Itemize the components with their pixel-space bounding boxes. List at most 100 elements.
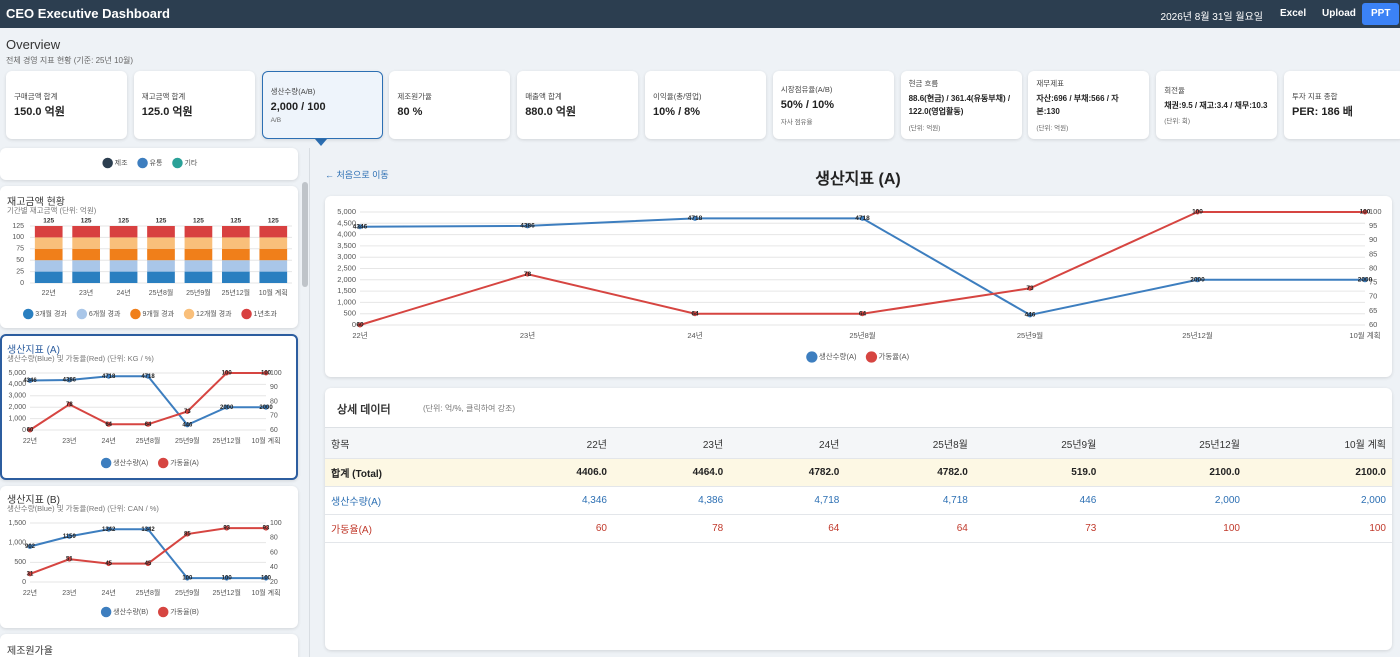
header-row: 항목 22년 23년 24년 25년8월 25년9월 25년12월 10월 계획 (325, 427, 1392, 459)
table-wrap: 항목 22년 23년 24년 25년8월 25년9월 25년12월 10월 계획 합계 (Tot… (325, 427, 1392, 543)
column-header: 23년 (613, 427, 730, 459)
side-card-title: 제조원가율 (7, 646, 53, 657)
column-header: 25년12월 (1102, 427, 1246, 459)
kpi-value: 2,000 / 100 (270, 100, 326, 113)
kpi-value: 50% / 10% (780, 99, 834, 112)
column-header: 항목 (325, 427, 497, 459)
table-cell: 60 (496, 514, 613, 543)
table-cell: 가동율(A) (325, 514, 497, 543)
kpi-label: 구매금액 합계 (14, 91, 58, 101)
column-header: 10월 계획 (1245, 427, 1392, 459)
table-row[interactable]: 합계 (Total) 4406.0 4464.0 4782.0 4782.0 519.0 2… (325, 458, 1392, 487)
chart-title: 생산지표 (A) (7, 345, 60, 356)
table-cell: 4,346 (496, 486, 613, 515)
kpi-value: 880.0 억원 (525, 105, 577, 118)
kpi-value: 150.0 억원 (14, 105, 65, 118)
table-row[interactable]: 가동율(A) 60 78 64 64 73 100 100 (325, 514, 1392, 543)
column-header: 24년 (729, 427, 846, 459)
kpi-card[interactable]: 투자 지표 종합 PER: 186 배 (1284, 71, 1400, 139)
scrollbar[interactable] (302, 182, 308, 287)
kpi-label: 투자 지표 종합 (1292, 91, 1338, 101)
kpi-card[interactable]: 현금 흐름 88.6(현금) / 361.4(유동부채) / 122.0(영업활동… (900, 71, 1022, 139)
chart-card (325, 196, 1392, 377)
table-cell: 4782.0 (729, 458, 846, 487)
app-title: CEO Executive Dashboard (6, 6, 170, 21)
chart-title: 재고금액 현황 (7, 197, 65, 208)
kpi-card[interactable]: 생산수량(A/B) 2,000 / 100 A/B (261, 71, 383, 139)
kpi-label: 회전율 (1164, 85, 1185, 95)
chart-subtitle: 생산수량(Blue) 및 가동율(Red) (단위: CAN / %) (7, 504, 159, 513)
kpi-card[interactable]: 재고금액 합계 125.0 억원 (133, 71, 255, 139)
detail-title: 상세 데이터 (337, 404, 391, 416)
kpi-note: 자사 점유율 (780, 118, 813, 126)
chart-subtitle: 기간별 재고금액 (단위: 억원) (7, 206, 97, 215)
table-row[interactable]: 생산수량(A) 4,346 4,386 4,718 4,718 446 2,000 2,000 (325, 486, 1392, 515)
header: CEO Executive Dashboard 2026년 8월 31일 월요일 E… (0, 0, 1400, 28)
kpi-label: 이익율(총/영업) (653, 91, 702, 101)
kpi-label: 현금 흐름 (908, 79, 939, 89)
selected-pointer (315, 139, 327, 146)
back-link[interactable]: ← 처음으로 이동 (325, 170, 389, 180)
table-cell: 합계 (Total) (325, 458, 497, 487)
detail-note: (단위: 억/%, 클릭하여 강조) (423, 404, 516, 413)
kpi-label: 재무제표 (1036, 79, 1064, 89)
chart-subtitle: 생산수량(Blue) 및 가동율(Red) (단위: KG / %) (7, 354, 154, 363)
table-cell: 4464.0 (613, 458, 730, 487)
kpi-value: 88.6(현금) / 361.4(유동부채) / 122.0(영업활동) (908, 94, 1011, 116)
kpi-label: 제조원가율 (397, 91, 432, 101)
detail-table: 항목 22년 23년 24년 25년8월 25년9월 25년12월 10월 계획 합계 (Tot… (325, 427, 1392, 543)
panel-divider (309, 148, 310, 657)
main-chart-title: 생산지표 (A) (815, 171, 901, 188)
kpi-card[interactable]: 시장점유율(A/B) 50% / 10% 자사 점유율 (772, 71, 894, 139)
kpi-card[interactable]: 구매금액 합계 150.0 억원 (6, 71, 127, 139)
table-cell: 64 (729, 514, 846, 543)
table-cell: 100 (1102, 514, 1246, 543)
kpi-value: 125.0 억원 (141, 105, 193, 118)
kpi-note: A/B (270, 117, 282, 125)
column-header: 25년9월 (973, 427, 1103, 459)
table-cell: 64 (845, 514, 974, 543)
table-cell: 4,718 (729, 486, 846, 515)
kpi-card[interactable]: 이익율(총/영업) 10% / 8% (645, 71, 766, 139)
kpi-label: 재고금액 합계 (141, 91, 186, 101)
kpi-card[interactable]: 매출액 합계 880.0 억원 (517, 71, 639, 139)
table-cell: 100 (1245, 514, 1392, 543)
kpi-value: 10% / 8% (653, 105, 701, 118)
kpi-value: 자산:696 / 부채:566 / 자본:130 (1036, 94, 1119, 116)
kpi-value: PER: 186 배 (1292, 105, 1353, 118)
header-button[interactable]: Excel (1280, 8, 1307, 19)
table-cell: 78 (613, 514, 730, 543)
date: 2026년 8월 31일 월요일 (1160, 12, 1263, 23)
table-cell: 4782.0 (845, 458, 974, 487)
table-cell: 519.0 (973, 458, 1103, 487)
column-header: 25년8월 (845, 427, 974, 459)
kpi-label: 생산수량(A/B) (270, 86, 316, 96)
kpi-note: (단위: 회) (1164, 118, 1191, 126)
kpi-label: 매출액 합계 (525, 91, 562, 101)
kpi-value: 80 % (397, 105, 423, 118)
overview-title: Overview (6, 37, 61, 52)
kpi-note: (단위: 억원) (908, 124, 941, 132)
header-button[interactable]: Upload (1322, 8, 1356, 19)
kpi-note: (단위: 억원) (1036, 124, 1069, 132)
table-cell: 4,718 (845, 486, 974, 515)
table-cell: 2100.0 (1102, 458, 1246, 487)
column-header: 22년 (496, 427, 613, 459)
side-card[interactable]: 제조원가율 (0, 634, 298, 657)
chart-title: 생산지표 (B) (7, 495, 60, 506)
table-cell: 4406.0 (496, 458, 613, 487)
side-card[interactable] (0, 148, 298, 180)
table-cell: 2100.0 (1245, 458, 1392, 487)
overview-subtitle: 전체 경영 지표 현황 (기준: 25년 10월) (6, 56, 134, 65)
table-cell: 2,000 (1245, 486, 1392, 515)
table-cell: 4,386 (613, 486, 730, 515)
kpi-label: 시장점유율(A/B) (780, 85, 833, 95)
detail-card: 상세 데이터 (단위: 억/%, 클릭하여 강조) 항목 22년 23년 24년 25년8월… (325, 388, 1392, 650)
header-button[interactable]: PPT (1362, 3, 1400, 25)
kpi-card[interactable]: 제조원가율 80 % (389, 71, 511, 139)
table-cell: 2,000 (1102, 486, 1246, 515)
kpi-value: 채권:9.5 / 재고:3.4 / 채무:10.3 (1164, 100, 1268, 110)
